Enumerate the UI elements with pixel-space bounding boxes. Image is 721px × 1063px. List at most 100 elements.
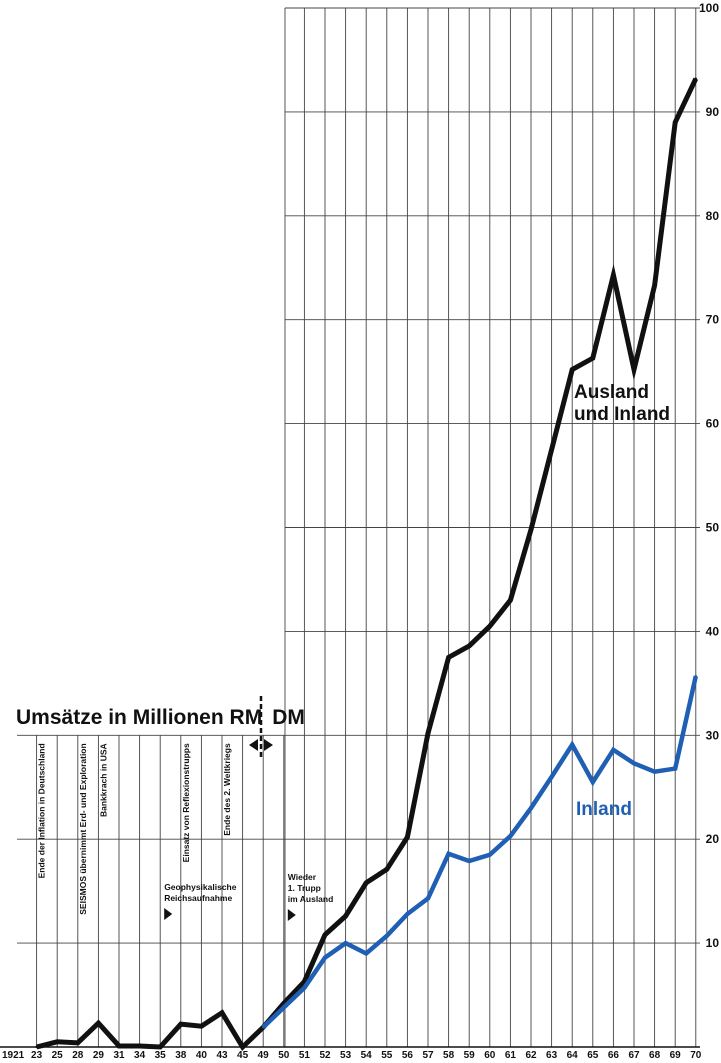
annotation-marker-triangle [164,908,173,920]
data-point [529,528,533,531]
currency-arrow-right [264,739,273,751]
y-tick-label: 70 [706,313,720,327]
x-tick-label: 43 [216,1050,228,1061]
series-label-inland: Inland [576,799,632,820]
x-tick-label: 29 [93,1050,105,1061]
series-label-ausland-und-inland: Ausland und Inland [574,382,670,425]
data-point [447,852,450,855]
data-point [591,356,594,360]
x-tick-label: 35 [155,1050,167,1061]
x-tick-label: 23 [31,1050,43,1061]
y-tick-label: 20 [706,832,720,846]
data-point [550,448,553,451]
grid [0,7,700,1048]
data-point [76,1041,80,1045]
x-tick-label: 67 [628,1050,640,1061]
x-tick-label: 66 [608,1050,620,1061]
x-tick-label: 49 [258,1050,270,1061]
data-point [303,986,306,989]
data-point [674,121,677,124]
y-tick-label: 90 [706,105,720,119]
data-point [426,732,430,735]
data-point [571,368,574,371]
data-point [262,1026,265,1029]
data-point [406,835,409,839]
data-point [365,952,368,955]
data-point [323,933,327,936]
annotation-label: Ende des 2. Weltkriegs [222,743,232,836]
x-tick-label: 68 [649,1050,661,1061]
data-point [468,859,471,863]
x-tick-label: 31 [113,1050,125,1061]
y-tick-label: 10 [706,936,720,950]
chart-title: Umsätze in Millionen RM DM [16,696,305,760]
x-tick-label: 52 [319,1050,331,1061]
data-point [694,674,697,678]
data-point [344,914,347,918]
x-tick-label: 65 [587,1050,599,1061]
data-point [653,770,656,773]
data-point [406,912,409,916]
series-label-line: und Inland [574,404,670,425]
y-tick-label: 80 [706,209,720,223]
data-point [468,644,471,648]
x-tick-label: 50 [278,1050,290,1061]
chart-title-currency-after: DM [272,706,305,729]
annotation-line: Reichsaufnahme [164,893,232,903]
series-line-inland [261,675,698,1029]
data-point [488,625,491,628]
x-tick-label: 59 [464,1050,476,1061]
x-tick-label: 61 [505,1050,517,1061]
annotation-label: Bankkrach in USA [98,743,108,817]
chart-title-text: Umsätze in Millionen RM [16,706,262,729]
data-point [632,368,636,371]
data-point [323,956,327,959]
data-point [674,767,677,770]
x-tick-label: 63 [546,1050,558,1061]
data-point [179,1022,182,1026]
data-point [385,868,388,871]
data-point [509,834,512,838]
data-point [550,775,553,779]
data-point [529,806,533,810]
data-point [653,284,656,287]
data-point [200,1025,203,1028]
series [35,77,699,1051]
annotation-line: Wieder [288,872,317,882]
annotation-label: SEISMOS übernimmt Erd- und Exploration [78,743,88,914]
data-point [694,77,697,80]
data-point [303,980,306,983]
annotation-line: im Ausland [288,894,334,904]
data-point [591,780,594,784]
y-tick-label: 100 [699,1,719,15]
y-tick-label: 50 [706,521,720,535]
series-labels: Ausland und Inland Inland [574,382,670,820]
annotation-label: Wieder 1. Trupp im Ausland [288,872,334,904]
x-tick-label: 62 [525,1050,537,1061]
annotation-line: 1. Trupp [288,883,321,893]
x-tick-label: 53 [340,1050,352,1061]
annotation-marker-triangle [287,909,296,921]
annotation-label: Einsatz von Reflexionstrupps [181,743,191,862]
annotations: Ende der Inflation in Deutschland SEISMOS… [37,743,334,921]
data-point [220,1011,224,1014]
data-point [97,1021,100,1025]
x-tick-label: 51 [299,1050,311,1061]
data-point [612,273,615,277]
x-tick-label: 70 [690,1050,702,1061]
data-point [282,1006,285,1009]
x-tick-label: 45 [237,1050,249,1061]
x-tick-label: 38 [175,1050,187,1061]
currency-arrow-left [249,739,258,751]
x-tick-label: 40 [196,1050,208,1061]
x-tick-label: 58 [443,1050,455,1061]
annotation-label: Ende der Inflation in Deutschland [37,743,47,878]
x-tick-label: 64 [567,1050,579,1061]
data-point [612,748,615,752]
series-label-line: Ausland [574,382,649,403]
x-tick-label: 34 [134,1050,146,1061]
data-point [365,881,368,885]
x-tick-label: 54 [361,1050,373,1061]
x-tick-label: 25 [52,1050,64,1061]
